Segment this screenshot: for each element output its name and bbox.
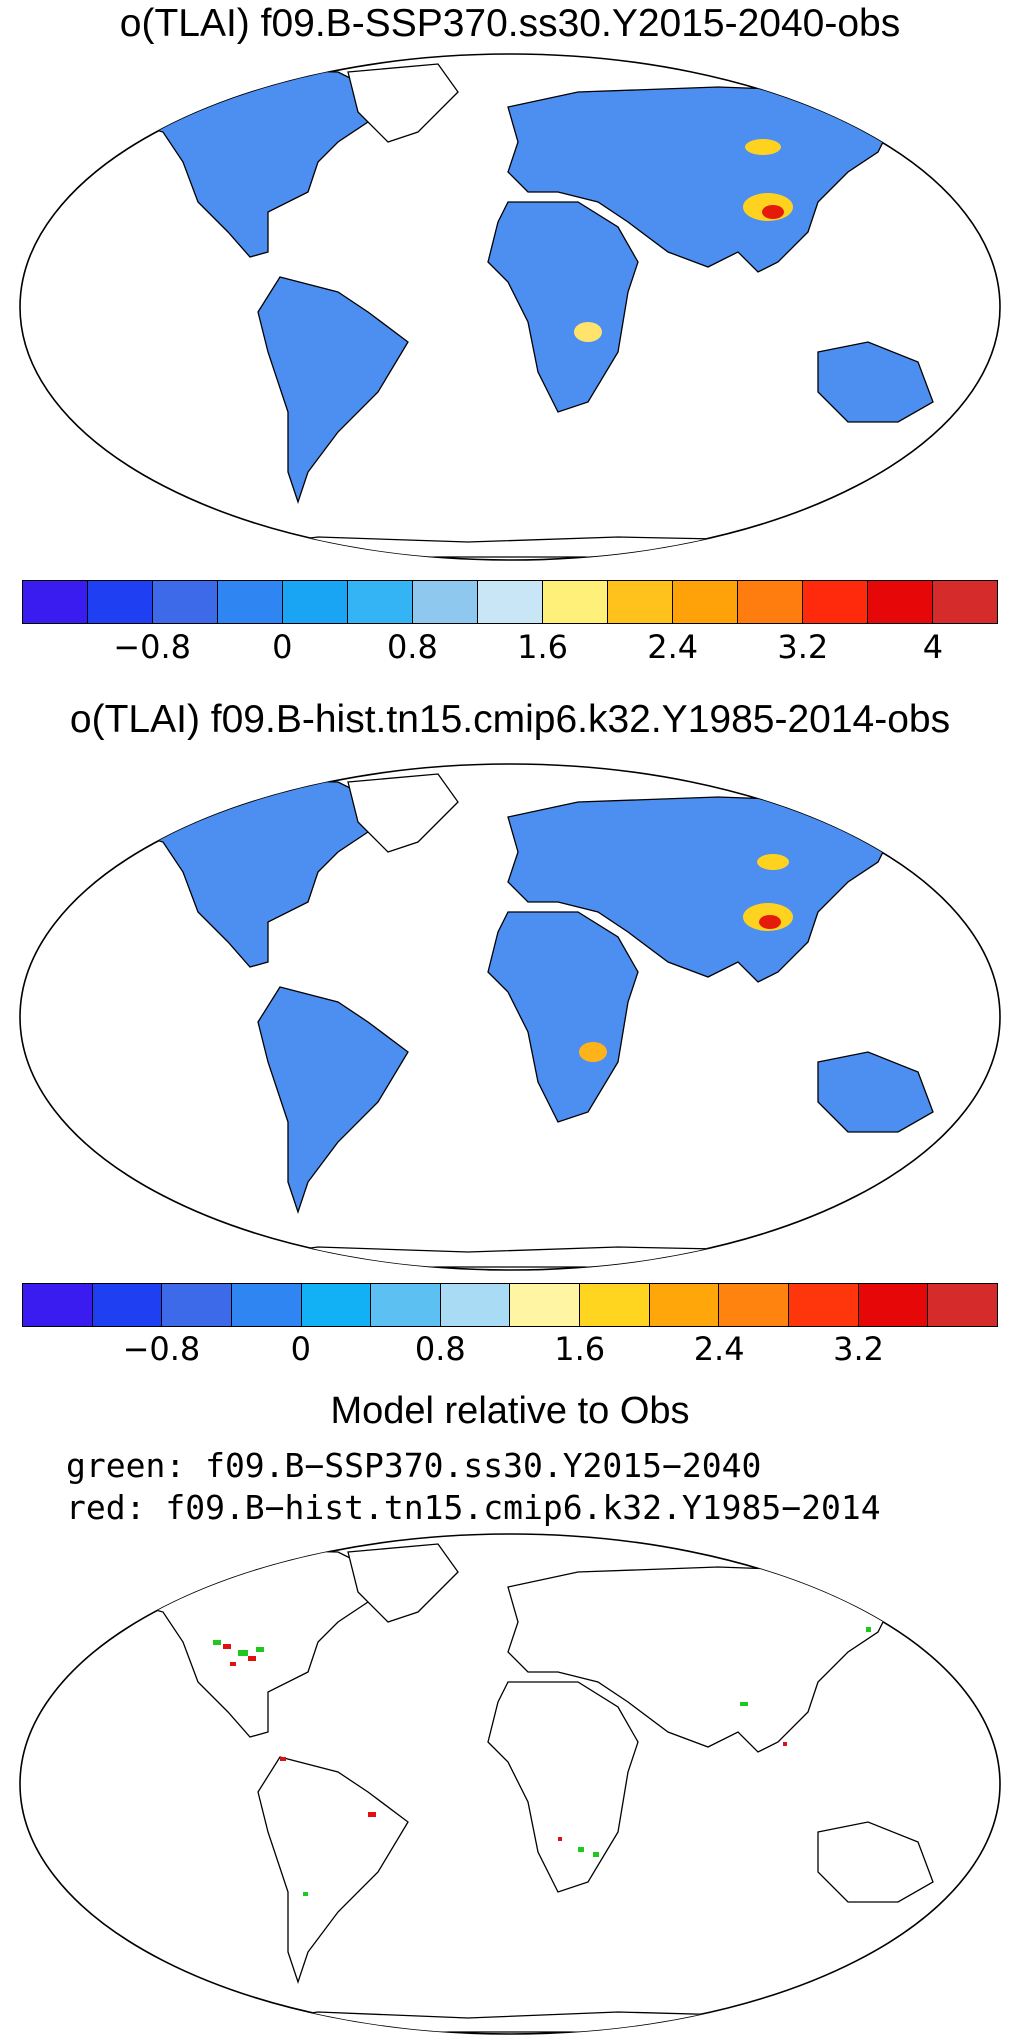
legend-red: red: f09.B−hist.tn15.cmip6.k32.Y1985−201… — [66, 1488, 881, 1527]
africa — [487, 1681, 639, 1893]
hotspot-china-core — [759, 915, 781, 929]
colorbar-tick-label: −0.8 — [113, 628, 191, 666]
difference-markers — [213, 1627, 871, 1896]
colorbar-swatch — [510, 1284, 581, 1326]
colorbar-swatch — [673, 581, 738, 623]
colorbar-swatch — [231, 1284, 302, 1326]
map3-globe — [19, 1533, 1001, 2035]
antarctica — [167, 1246, 919, 1268]
colorbar-swatch — [283, 581, 348, 623]
colorbar-2-ticks: −0.8 0 0.8 1.6 2.4 3.2 — [22, 1330, 998, 1370]
colorbar-swatch — [580, 1284, 650, 1326]
colorbar-swatch — [23, 1284, 93, 1326]
south-america — [257, 986, 409, 1215]
colorbar-tick-label: 2.4 — [647, 628, 699, 666]
legend-green: green: f09.B−SSP370.ss30.Y2015−2040 — [66, 1446, 762, 1485]
colorbar-tick-label: 3.2 — [777, 628, 829, 666]
australia — [817, 1051, 934, 1133]
colorbar-swatch — [478, 581, 543, 623]
greenland — [347, 773, 459, 853]
colorbar-swatch — [218, 581, 283, 623]
colorbar-tick-label: 4 — [922, 628, 944, 666]
colorbar-swatch — [23, 581, 88, 623]
colorbar-tick-label: 2.4 — [693, 1330, 745, 1368]
antarctica — [167, 536, 919, 558]
hotspot-africa — [579, 1042, 607, 1062]
colorbar-tick-label: 3.2 — [833, 1330, 885, 1368]
colorbar-tick-label: −0.8 — [122, 1330, 201, 1368]
colorbar-tick-label: 1.6 — [554, 1330, 606, 1368]
colorbar-2 — [22, 1283, 998, 1327]
colorbar-swatch — [348, 581, 413, 623]
colorbar-tick-label: 0 — [290, 1330, 312, 1368]
africa — [487, 911, 639, 1123]
greenland — [347, 63, 459, 143]
colorbar-swatch — [153, 581, 218, 623]
colorbar-swatch — [803, 581, 868, 623]
map1-title: o(TLAI) f09.B-SSP370.ss30.Y2015-2040-obs — [119, 2, 901, 45]
hotspot-mongolia — [757, 854, 789, 870]
map1-globe — [19, 53, 1001, 561]
colorbar-tick-label: 0.8 — [386, 628, 438, 666]
colorbar-swatch — [789, 1284, 859, 1326]
colorbar-swatch — [371, 1284, 441, 1326]
colorbar-swatch — [608, 581, 673, 623]
colorbar-swatch — [413, 581, 478, 623]
colorbar-swatch — [868, 581, 933, 623]
colorbar-swatch — [162, 1284, 232, 1326]
colorbar-swatch — [543, 581, 608, 623]
south-america — [257, 276, 409, 505]
colorbar-swatch — [719, 1284, 790, 1326]
map2-title: o(TLAI) f09.B-hist.tn15.cmip6.k32.Y1985-… — [69, 698, 951, 741]
colorbar-swatch — [88, 581, 153, 623]
colorbar-tick-label: 0.8 — [414, 1330, 466, 1368]
hotspot-mongolia — [745, 139, 781, 155]
colorbar-swatch — [92, 1284, 163, 1326]
colorbar-swatch — [928, 1284, 997, 1326]
greenland — [347, 1543, 459, 1623]
colorbar-tick-label: 1.6 — [517, 628, 568, 666]
colorbar-swatch — [649, 1284, 720, 1326]
colorbar-swatch — [858, 1284, 929, 1326]
africa — [487, 201, 639, 413]
colorbar-swatch — [933, 581, 997, 623]
colorbar-1-ticks: −0.8 0 0.8 1.6 2.4 3.2 4 — [22, 628, 998, 668]
colorbar-swatch — [738, 581, 803, 623]
hotspot-africa — [574, 322, 602, 342]
australia — [817, 1821, 934, 1903]
map2-globe — [19, 763, 1001, 1271]
map3-title: Model relative to Obs — [330, 1390, 690, 1432]
australia — [817, 341, 934, 423]
hotspot-china-core — [762, 205, 784, 219]
colorbar-swatch — [301, 1284, 372, 1326]
antarctica — [167, 2011, 919, 2033]
colorbar-1 — [22, 580, 998, 624]
colorbar-tick-label: 0 — [272, 628, 293, 666]
colorbar-swatch — [440, 1284, 511, 1326]
